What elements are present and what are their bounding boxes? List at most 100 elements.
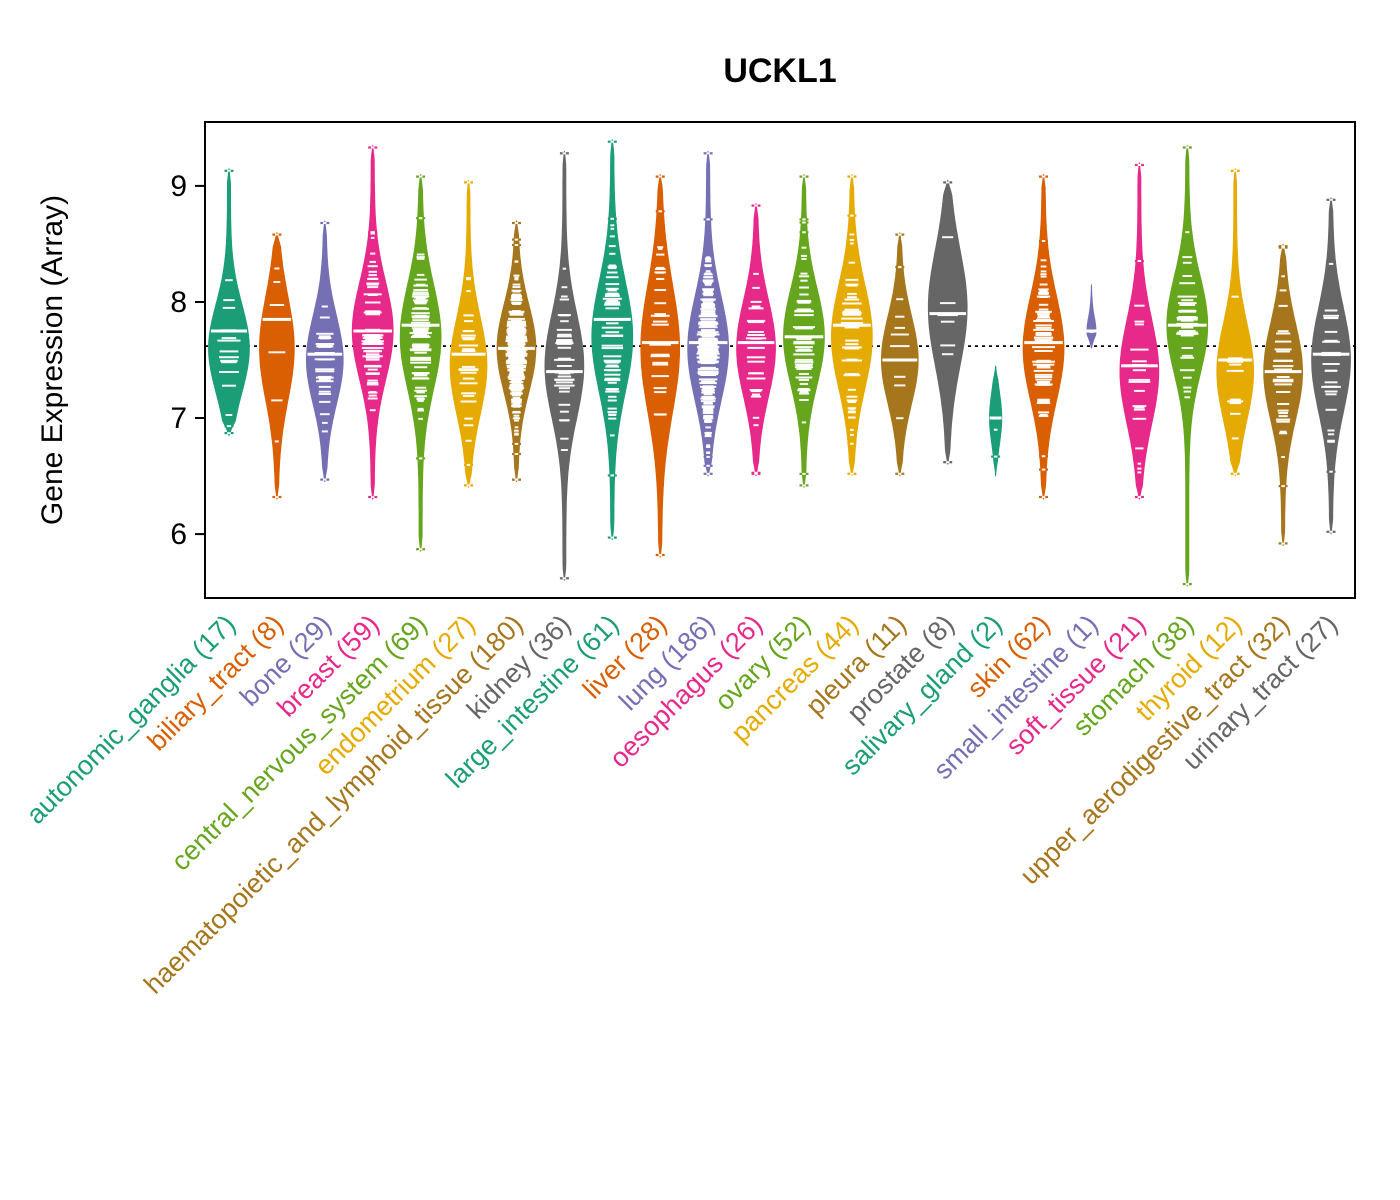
data-point-tick-white (557, 375, 572, 378)
data-point-tick-white (365, 358, 380, 361)
data-point-tick-white (847, 401, 857, 403)
data-point-tick-white (510, 297, 522, 300)
data-point-tick-white (701, 334, 716, 336)
data-point-tick-white (1329, 530, 1333, 533)
data-point-tick-white (1033, 369, 1054, 372)
data-point-tick-white (749, 372, 763, 375)
data-point-tick-white (411, 312, 430, 315)
data-point-tick-white (461, 334, 476, 337)
data-point-tick-white (220, 359, 238, 362)
data-point-tick-white (940, 344, 956, 347)
data-point-tick-white (798, 373, 809, 375)
data-point-tick-white (1179, 369, 1195, 372)
data-point-tick-white (511, 299, 522, 302)
data-point-tick-white (1135, 447, 1144, 450)
median-line (451, 352, 486, 356)
data-point-tick-white (1038, 415, 1049, 417)
data-point-tick-white (1032, 346, 1056, 349)
data-point-tick-white (704, 432, 712, 435)
data-point-tick-white (510, 362, 523, 365)
data-point-tick-white (414, 314, 427, 317)
data-point-tick-white (1324, 309, 1338, 312)
data-point-tick-white (509, 364, 524, 367)
data-point-tick-white (510, 398, 522, 401)
data-point-tick-white (462, 338, 475, 341)
data-point-tick-white (368, 391, 378, 394)
violin-endometrium (449, 179, 488, 488)
data-point-tick-white (705, 426, 711, 429)
data-point-tick-white (509, 334, 524, 337)
data-point-tick-white (557, 357, 571, 360)
data-point-tick-white (704, 420, 713, 423)
data-point-tick-white (1037, 381, 1050, 384)
data-point-tick-white (366, 283, 379, 286)
data-point-tick-white (507, 365, 526, 368)
data-point-tick-white (414, 301, 428, 304)
data-point-tick-white (699, 324, 717, 326)
data-point-tick-white (608, 245, 616, 248)
data-point-tick-white (696, 345, 720, 348)
data-point-tick-white (796, 299, 811, 302)
data-point-tick-white (706, 152, 710, 155)
data-point-tick-white (510, 388, 523, 391)
data-point-tick-white (941, 353, 954, 356)
data-point-tick-white (1184, 396, 1191, 399)
data-point-tick-white (703, 393, 713, 396)
data-point-tick-white (275, 233, 279, 236)
median-line (929, 312, 966, 316)
data-point-tick-white (605, 307, 619, 310)
data-point-tick-white (514, 276, 519, 279)
data-point-tick-white (509, 386, 524, 389)
data-point-tick-white (225, 279, 233, 282)
data-point-tick-white (658, 175, 662, 178)
data-point-tick-white (412, 372, 429, 375)
data-point-tick-white (701, 310, 716, 313)
data-point-tick-white (222, 306, 236, 309)
data-point-tick-white (697, 349, 719, 352)
data-point-tick-white (796, 368, 812, 370)
data-point-tick-white (1034, 339, 1053, 342)
data-point-tick-white (896, 417, 904, 420)
data-point-tick-white (414, 366, 428, 369)
data-point-tick-white (559, 314, 570, 317)
data-point-tick-white (1230, 412, 1241, 415)
data-point-tick-white (556, 335, 572, 338)
data-point-tick-white (754, 204, 758, 207)
data-point-tick-white (847, 411, 856, 414)
data-point-tick-white (414, 374, 428, 377)
data-point-tick-white (850, 472, 854, 475)
data-point-tick-white (559, 390, 570, 393)
y-tick-label: 6 (170, 518, 187, 551)
data-point-tick-white (605, 365, 620, 368)
data-point-tick-white (1040, 275, 1047, 278)
data-point-tick-white (1036, 311, 1051, 314)
data-point-tick-white (510, 392, 523, 395)
data-point-tick-white (319, 413, 330, 416)
data-point-tick-white (271, 399, 283, 402)
data-point-tick-white (363, 311, 382, 314)
data-point-tick-white (1180, 356, 1195, 359)
data-point-tick-white (1038, 308, 1049, 311)
data-point-tick-white (560, 449, 568, 451)
data-point-tick-white (700, 318, 716, 321)
median-line (307, 352, 343, 356)
data-point-tick-white (701, 391, 715, 394)
data-point-tick-white (1281, 275, 1285, 278)
data-point-tick-white (413, 289, 428, 291)
data-point-tick-white (704, 415, 712, 418)
data-point-tick-white (462, 348, 475, 351)
data-point-tick-white (890, 345, 910, 348)
data-point-tick-white (898, 266, 902, 269)
data-point-tick-white (1037, 400, 1050, 403)
data-point-tick-white (703, 301, 714, 304)
data-point-tick-white (652, 361, 668, 364)
data-point-tick-white (413, 284, 428, 287)
data-point-tick-white (601, 347, 624, 350)
data-point-tick-white (506, 324, 527, 327)
data-point-tick-white (701, 389, 715, 391)
data-point-tick-white (466, 278, 472, 281)
data-point-tick-white (412, 327, 430, 330)
data-point-tick-white (371, 496, 375, 498)
data-point-tick-white (702, 288, 715, 291)
